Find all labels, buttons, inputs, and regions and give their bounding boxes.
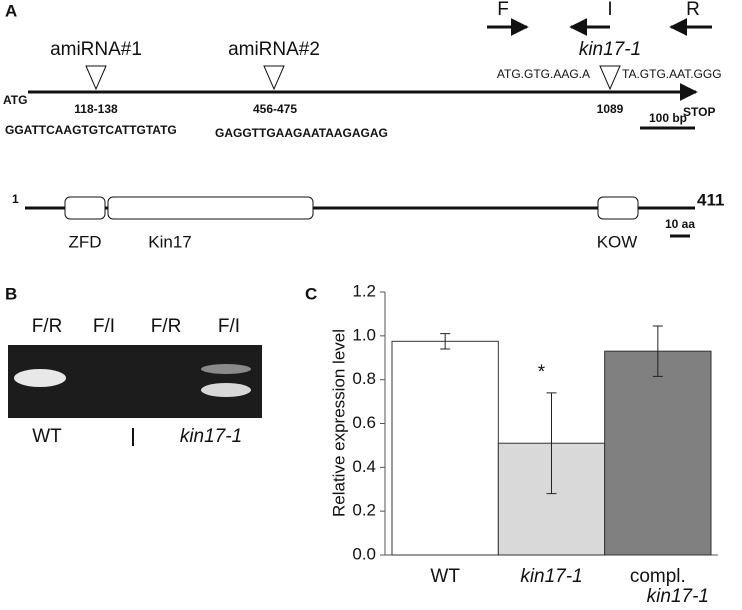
gel-band (201, 383, 251, 397)
y-tick-label: 1.2 (352, 281, 376, 300)
gel-band (14, 369, 66, 387)
protein-start: 1 (12, 192, 19, 206)
panel-label: C (305, 284, 317, 303)
y-tick-label: 0.2 (352, 501, 376, 520)
lane-label: F/R (32, 316, 63, 337)
primer-label: F (497, 0, 509, 20)
scale-label: 10 aa (665, 217, 695, 231)
y-axis-label: Relative expression level (329, 329, 348, 517)
label-line: kin17-1 (647, 586, 709, 607)
lane-label: F/I (93, 316, 115, 337)
error-bar (546, 392, 557, 495)
bar (391, 340, 499, 556)
scale-label: 100 bp (649, 111, 687, 125)
x-tick-label: kin17-1 (520, 566, 582, 587)
panel-label: B (5, 284, 17, 303)
domain-box (64, 196, 106, 220)
site-triangle (85, 65, 107, 91)
domain-box (107, 196, 314, 220)
domain-label: KOW (597, 232, 638, 251)
start-label: ATG (3, 93, 27, 107)
group-label: kin17-1 (180, 426, 242, 447)
significance: * (538, 362, 546, 383)
error-bar (440, 333, 451, 350)
group-label: WT (32, 426, 62, 447)
y-tick-label: 1.0 (352, 325, 376, 344)
stop-label: STOP (683, 105, 715, 119)
domain-box (597, 196, 639, 220)
panel-label: A (5, 1, 17, 20)
x-tick-label: WT (430, 566, 460, 587)
y-tick-label: 0.6 (352, 413, 376, 432)
site-position: 456-475 (253, 102, 297, 116)
site-label: amiRNA#1 (50, 39, 142, 60)
gel-band (201, 364, 251, 374)
domain-label: Kin17 (148, 232, 191, 251)
protein-end: 411 (697, 190, 724, 209)
label-line: compl. (630, 566, 686, 587)
y-tick-label: 0.0 (352, 544, 376, 563)
insertion-triangle (599, 65, 621, 91)
primer-label: R (686, 0, 700, 20)
site-position: 118-138 (74, 102, 118, 116)
insertion-seq: ATG.GTG.AAG.A (497, 67, 590, 81)
primer-label: I (607, 0, 612, 20)
site-label: amiRNA#2 (228, 39, 320, 60)
x-tick-label: compl. kin17-1 (630, 566, 709, 607)
mutant-label: kin17-1 (579, 39, 641, 60)
bar (604, 350, 712, 556)
lane-label: F/I (218, 316, 240, 337)
y-tick-label: 0.4 (352, 457, 376, 476)
error-bar (652, 325, 663, 377)
insertion-position: 1089 (597, 102, 624, 116)
site-triangle (263, 65, 285, 91)
site-sequence: GGATTCAAGTGTCATTGTATG (5, 123, 177, 137)
lane-label: F/R (151, 316, 182, 337)
y-tick-label: 0.8 (352, 369, 376, 388)
site-sequence: GAGGTTGAAGAATAAGAGAG (215, 126, 388, 140)
domain-label: ZFD (68, 232, 101, 251)
insertion-seq: TA.GTG.AAT.GGG (622, 67, 722, 81)
